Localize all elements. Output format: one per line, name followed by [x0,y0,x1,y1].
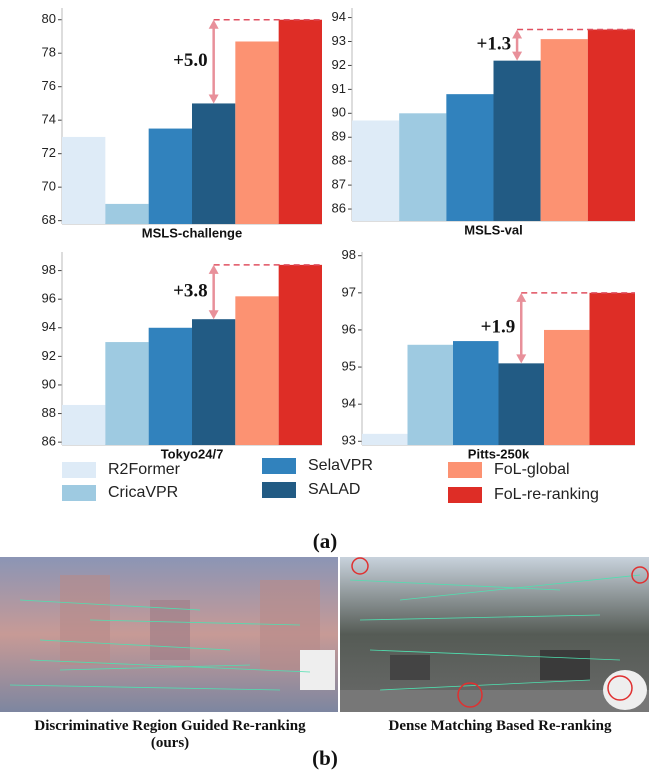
page: 68 70 72 74 76 78 80 MSLS-challenge +5.0 86 87 88 89… [0,0,649,773]
legend-label: FoL-re-ranking [494,486,599,503]
bar [408,345,454,445]
legend-swatch [62,462,96,478]
bar [590,293,636,445]
y-tick-label: 90 [42,376,56,391]
legend-swatch [262,458,296,474]
y-tick-label: 94 [342,396,356,411]
bar [399,113,446,221]
bar [105,342,148,445]
bar-chart: 93 94 95 96 97 98 Pitts-250k +1.9 [342,247,635,461]
y-tick-label: 92 [42,348,56,363]
y-tick-label: 89 [332,129,346,144]
legend-label: CricaVPR [108,484,178,501]
y-tick-label: 88 [332,153,346,168]
y-tick-label: 90 [332,105,346,120]
y-tick-label: 96 [42,291,56,306]
legend-label: SelaVPR [308,457,373,474]
legend-swatch [262,482,296,498]
y-tick-label: 72 [42,145,56,160]
legend-swatch [448,487,482,503]
bar [279,265,322,445]
bar-chart: 68 70 72 74 76 78 80 MSLS-challenge +5.0 [42,8,322,240]
y-tick-label: 86 [42,434,56,449]
y-tick-label: 87 [332,177,346,192]
y-tick-label: 70 [42,179,56,194]
bar [192,319,235,445]
x-axis-label: MSLS-challenge [142,225,242,240]
bar [453,341,499,445]
bar [62,405,105,445]
bar [192,103,235,224]
bar [352,120,399,221]
bar [494,61,541,221]
annotation: +5.0 [173,50,208,71]
y-tick-label: 94 [332,9,346,24]
panel-label: (a) [313,529,338,553]
y-tick-label: 97 [342,284,356,299]
bar [362,434,408,445]
bar [235,41,278,224]
legend-swatch [448,462,482,478]
y-tick-label: 98 [342,247,356,262]
image-right [340,557,649,712]
y-tick-label: 68 [42,212,56,227]
bar [446,94,493,221]
y-tick-label: 93 [332,33,346,48]
image-left [0,557,338,712]
bar [279,20,322,224]
y-tick-label: 94 [42,319,56,334]
caption: Dense Matching Based Re-ranking [355,718,645,735]
bar-chart: 86 88 90 92 94 96 98 Tokyo24/7 +3.8 [42,252,322,461]
x-axis-label: Pitts-250k [468,446,530,461]
y-tick-label: 91 [332,81,346,96]
x-axis-label: Tokyo24/7 [161,446,224,461]
y-tick-label: 88 [42,405,56,420]
x-axis-label: MSLS-val [464,222,523,237]
bar [499,363,545,445]
annotation: +1.3 [477,33,512,54]
y-tick-label: 93 [342,433,356,448]
bar [149,328,192,445]
y-tick-label: 76 [42,78,56,93]
y-tick-label: 96 [342,321,356,336]
annotation: +1.9 [481,316,516,337]
bar [235,296,278,445]
y-tick-label: 86 [332,200,346,215]
bar [541,39,588,221]
bar [588,30,635,221]
bar-chart: 86 87 88 89 90 91 92 93 94 MSLS-val +1.3 [332,8,635,237]
y-tick-label: 98 [42,262,56,277]
chart: 68 70 72 74 76 78 80 MSLS-challenge +5.0 86 87 88 89… [0,0,649,773]
y-tick-label: 95 [342,358,356,373]
bar [149,129,192,224]
legend-label: R2Former [108,461,181,478]
legend-swatch [62,485,96,501]
legend-label: FoL-global [494,461,570,478]
bar [105,204,148,224]
y-tick-label: 78 [42,45,56,60]
figure: 68 70 72 74 76 78 80 MSLS-challenge +5.0 86 87 88 89… [0,0,649,773]
caption: Discriminative Region Guided Re-ranking … [20,718,320,752]
bar [62,137,105,224]
y-tick-label: 74 [42,112,56,127]
bar [544,330,590,445]
y-tick-label: 92 [332,57,346,72]
legend-label: SALAD [308,481,360,498]
y-tick-label: 80 [42,11,56,26]
annotation: +3.8 [173,280,208,301]
